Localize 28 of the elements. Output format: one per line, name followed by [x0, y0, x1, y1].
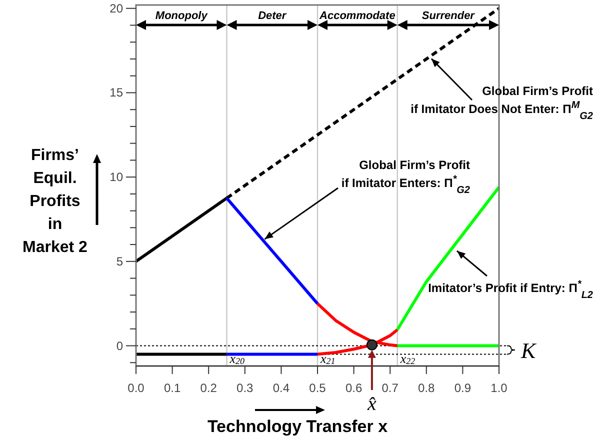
x-axis-title: Technology Transfer x [207, 417, 388, 436]
x-tick-label: 0.9 [454, 381, 472, 395]
ref-line-label: x$_{20}$ [228, 351, 246, 366]
annotation: Surrender [422, 10, 476, 22]
x-tick-label: 0.7 [382, 381, 399, 395]
annotation: Accommodate [318, 10, 396, 22]
x-tick-label: 0.5 [309, 381, 326, 395]
x-tick-label: 0.8 [418, 381, 436, 395]
annotation: K [520, 338, 537, 363]
y-tick-label: 5 [116, 254, 124, 268]
x-tick-label: 0.1 [164, 381, 181, 395]
annotation: Monopoly [155, 10, 208, 22]
y-tick-label: 20 [110, 1, 124, 16]
x-tick-label: 0.4 [272, 381, 290, 395]
y-tick-label: 15 [110, 86, 124, 100]
x-tick-label: 0.3 [236, 381, 254, 395]
annotation: x̂ [366, 393, 377, 415]
ref-line-label: x$_{22}$ [399, 351, 416, 366]
ref-line-label: x$_{21}$ [320, 351, 336, 366]
x-tick-label: 0.6 [345, 381, 362, 395]
y-axis-title: Firms’ Equil. Profits in Market 2 [22, 147, 88, 256]
line-series [225, 196, 319, 306]
y-tick-label: 10 [110, 170, 124, 184]
annotation: Deter [258, 10, 287, 22]
x-tick-label: 0.2 [200, 381, 218, 395]
y-tick-label: 0 [116, 338, 124, 353]
x-tick-label: 1.0 [490, 381, 508, 395]
x-tick-label: 0.0 [128, 381, 145, 395]
